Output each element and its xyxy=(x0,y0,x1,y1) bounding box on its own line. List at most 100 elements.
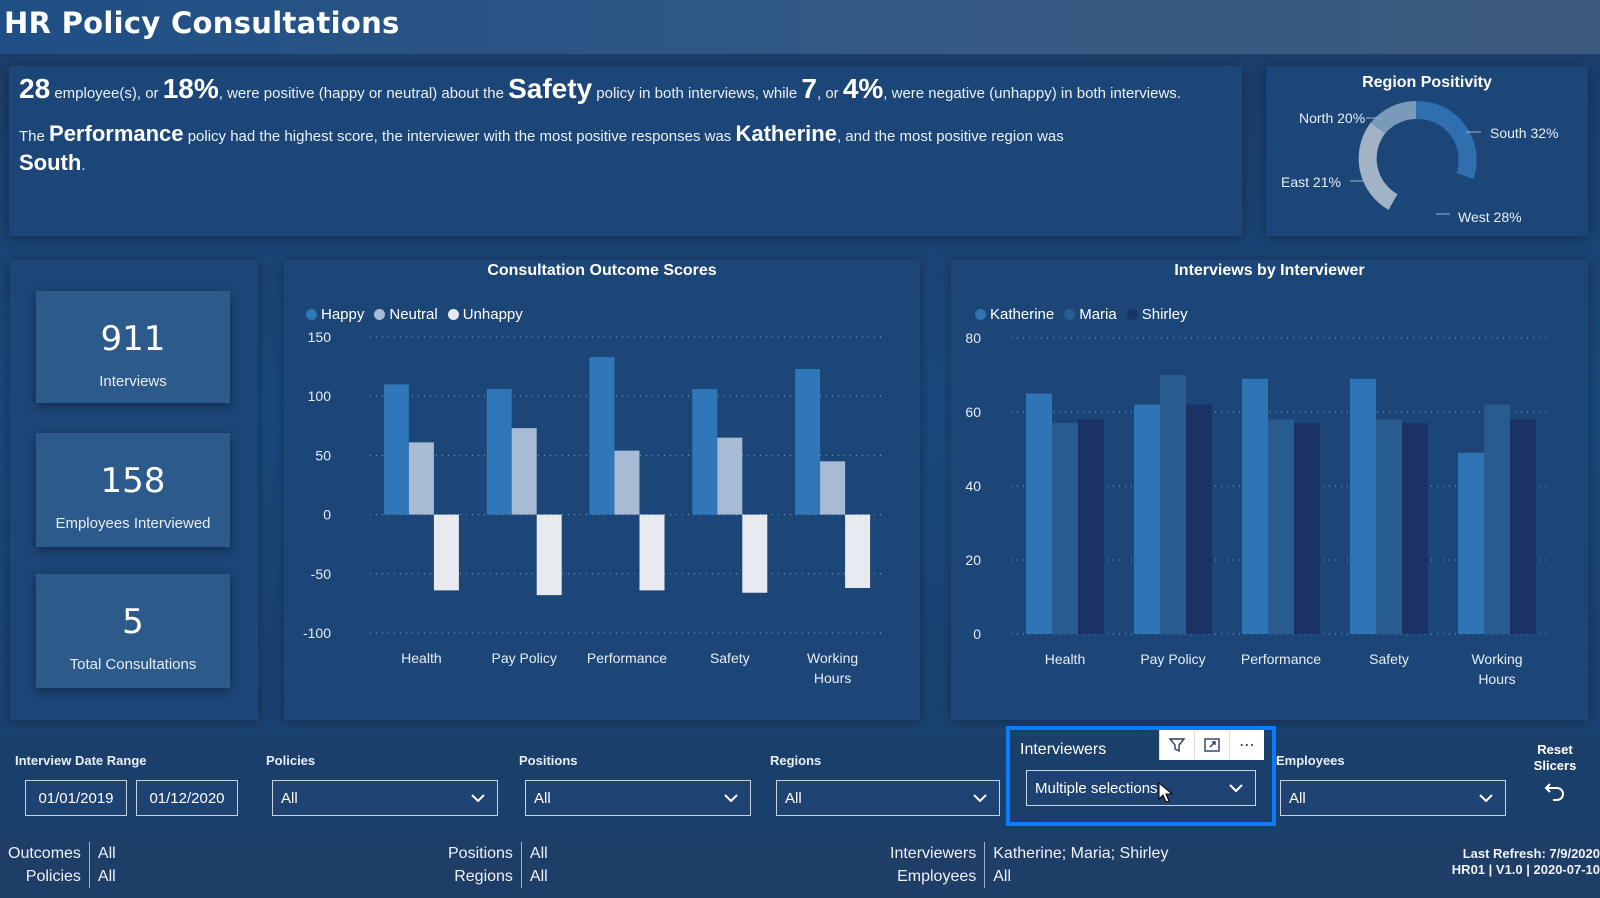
footer-key: Regions xyxy=(448,865,522,888)
interviewers-slicer-selected[interactable]: Interviewers ⋯ Multiple selections xyxy=(1006,726,1276,826)
legend-swatch xyxy=(374,309,386,320)
slicer-title: Regions xyxy=(770,753,822,768)
bar-katherine[interactable] xyxy=(1242,378,1268,634)
date-from-input[interactable]: 01/01/2019 xyxy=(25,780,127,816)
slicer-title: Employees xyxy=(1276,753,1345,768)
summary-text: The xyxy=(19,128,50,145)
x-tick-label: Safety xyxy=(1369,651,1409,667)
legend-label: Unhappy xyxy=(462,306,523,323)
bar-shirley[interactable] xyxy=(1078,419,1104,634)
legend-item[interactable]: Unhappy xyxy=(447,306,523,323)
bar-neutral[interactable] xyxy=(820,461,846,515)
bar-neutral[interactable] xyxy=(511,428,537,515)
label-west: West 28% xyxy=(1458,209,1522,225)
x-tick-label: Health xyxy=(1045,651,1085,667)
bar-unhappy[interactable] xyxy=(536,514,562,596)
positions-dropdown[interactable]: All xyxy=(525,780,751,816)
kpi-value: 911 xyxy=(100,319,166,359)
y-tick-label: 0 xyxy=(323,507,331,523)
legend-label: Maria xyxy=(1079,306,1117,323)
filter-summary-footer: Outcomes All Policies All Positions All Reg… xyxy=(0,836,1600,898)
region-positivity-panel[interactable]: Region Positivity North 20% South 32% Ea… xyxy=(1266,66,1588,236)
y-tick-label: 80 xyxy=(965,330,981,346)
footer-value: All xyxy=(97,845,116,862)
legend-item[interactable]: Shirley xyxy=(1126,306,1188,323)
positive-count: 28 xyxy=(19,73,51,104)
more-options-icon[interactable]: ⋯ xyxy=(1229,730,1264,760)
positions-slicer: Positions xyxy=(519,736,578,768)
reset-label: Reset Slicers xyxy=(1533,742,1577,773)
date-to-input[interactable]: 01/12/2020 xyxy=(136,780,238,816)
bar-unhappy[interactable] xyxy=(433,514,459,591)
top-region: South xyxy=(19,150,82,175)
bar-katherine[interactable] xyxy=(1350,378,1376,634)
slicer-bar: Interview Date Range 01/01/2019 01/12/20… xyxy=(0,726,1600,836)
interviewers-dropdown[interactable]: Multiple selections xyxy=(1026,770,1256,806)
region-donut xyxy=(1350,100,1481,215)
bar-maria[interactable] xyxy=(1052,423,1078,634)
bar-maria[interactable] xyxy=(1376,419,1402,634)
chevron-down-icon xyxy=(1479,794,1493,803)
kpi-interviews: 911 Interviews xyxy=(36,291,230,403)
bar-shirley[interactable] xyxy=(1402,423,1428,634)
kpi-label: Employees Interviewed xyxy=(55,515,211,532)
summary-text: , were positive (happy or neutral) about… xyxy=(218,85,509,102)
footer-value: All xyxy=(993,868,1012,885)
summary-text: policy in both interviews, while xyxy=(592,85,802,102)
bar-katherine[interactable] xyxy=(1134,404,1160,634)
legend-item[interactable]: Maria xyxy=(1064,306,1117,323)
legend-item[interactable]: Katherine xyxy=(975,306,1054,323)
bar-katherine[interactable] xyxy=(1026,393,1052,635)
policy-name: Safety xyxy=(508,73,593,104)
bar-shirley[interactable] xyxy=(1294,423,1320,634)
bar-happy[interactable] xyxy=(589,357,615,515)
bar-maria[interactable] xyxy=(1268,419,1294,634)
bar-happy[interactable] xyxy=(486,389,512,515)
kpi-label: Total Consultations xyxy=(69,656,197,673)
x-tick-label: Safety xyxy=(710,650,750,666)
employees-dropdown[interactable]: All xyxy=(1280,780,1506,816)
policies-dropdown[interactable]: All xyxy=(272,780,498,816)
reset-slicers-button[interactable]: Reset Slicers xyxy=(1530,742,1580,806)
bar-neutral[interactable] xyxy=(717,437,743,515)
summary-text: , or xyxy=(816,85,843,102)
bar-unhappy[interactable] xyxy=(742,514,768,593)
summary-text: policy had the highest score, the interv… xyxy=(183,128,736,145)
chevron-down-icon xyxy=(973,794,987,803)
bar-neutral[interactable] xyxy=(614,450,640,515)
bar-maria[interactable] xyxy=(1484,404,1510,634)
regions-dropdown[interactable]: All xyxy=(776,780,1000,816)
legend-item[interactable]: Neutral xyxy=(374,306,438,323)
bar-unhappy[interactable] xyxy=(845,514,871,589)
y-tick-label: 150 xyxy=(308,329,332,345)
interviewer-chart[interactable]: Interviews by Interviewer Katherine Mari… xyxy=(951,260,1588,720)
label-north: North 20% xyxy=(1299,110,1366,126)
dropdown-value: All xyxy=(281,790,298,807)
donut-slice-south[interactable] xyxy=(1415,100,1477,179)
x-tick-label: Pay Policy xyxy=(492,650,557,666)
legend-label: Shirley xyxy=(1141,306,1188,323)
bar-shirley[interactable] xyxy=(1186,404,1212,634)
bar-happy[interactable] xyxy=(383,384,409,515)
bar-happy[interactable] xyxy=(795,368,821,515)
outcome-scores-chart[interactable]: Consultation Outcome Scores Happy Neutra… xyxy=(284,260,920,720)
bar-happy[interactable] xyxy=(692,389,718,515)
bar-neutral[interactable] xyxy=(408,442,434,515)
top-interviewer: Katherine xyxy=(735,121,837,146)
bar-shirley[interactable] xyxy=(1510,419,1536,634)
footer-group: Outcomes All Policies All xyxy=(8,842,116,888)
last-refresh: Last Refresh: 7/9/2020 xyxy=(1462,846,1600,861)
summary-line-2: The Performance policy had the highest s… xyxy=(19,121,1232,179)
donut-slice-north[interactable] xyxy=(1371,101,1417,135)
bar-unhappy[interactable] xyxy=(639,514,665,591)
chart-legend: Katherine Maria Shirley xyxy=(975,306,1192,323)
bar-katherine[interactable] xyxy=(1458,452,1484,634)
negative-percent: 4% xyxy=(842,73,884,104)
filter-icon[interactable] xyxy=(1159,730,1194,760)
focus-mode-icon[interactable] xyxy=(1194,730,1229,760)
bar-maria[interactable] xyxy=(1160,375,1186,634)
legend-item[interactable]: Happy xyxy=(306,306,364,323)
kpi-value: 158 xyxy=(100,461,166,501)
donut-slice-east[interactable] xyxy=(1358,122,1398,210)
y-tick-label: 100 xyxy=(308,388,332,404)
